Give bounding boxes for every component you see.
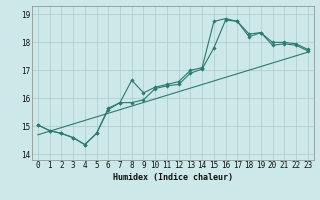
X-axis label: Humidex (Indice chaleur): Humidex (Indice chaleur) (113, 173, 233, 182)
